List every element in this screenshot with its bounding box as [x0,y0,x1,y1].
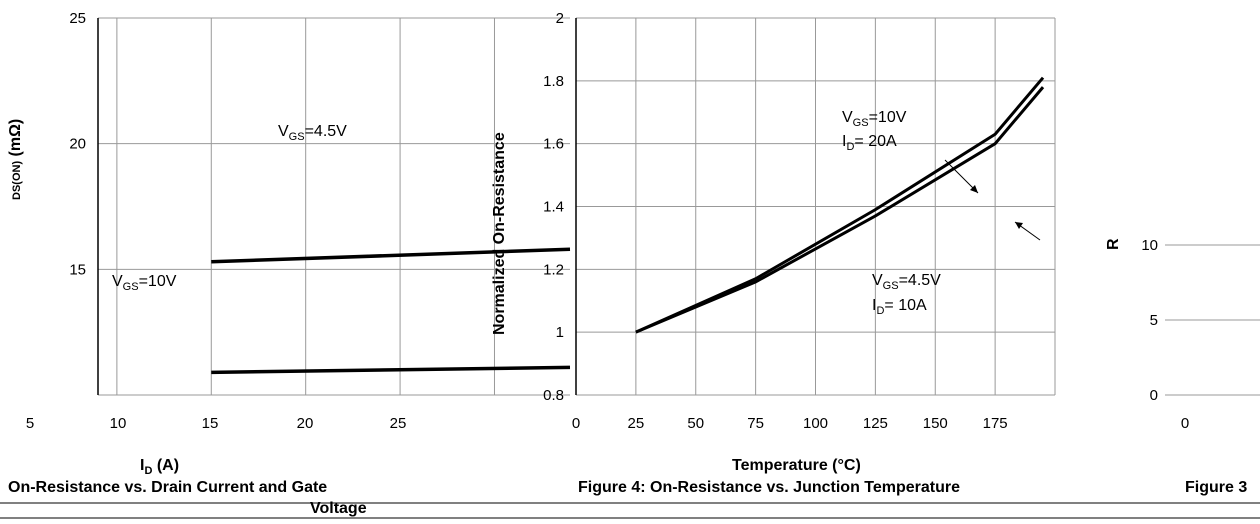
chart3-y-tick-label: 5 [1150,312,1158,329]
chart1-x-ticks: 5 10 15 20 25 [26,415,407,432]
chart1-series-line-0 [211,247,571,264]
chart2-series-line-0 [635,76,1045,334]
chart2-x-ticks: 0 25 50 75 100 125 150 175 [572,415,1008,432]
chart1-y-tick-label: 15 [69,261,86,278]
chart2-y-axis-label: Normalized On-Resistance [491,132,508,335]
chart3-caption: Figure 3 [1185,479,1247,496]
chart2-caption: Figure 4: On-Resistance vs. Junction Tem… [578,479,960,496]
chart3-y-tick-label: 10 [1141,237,1158,254]
chart1-caption-line2: Voltage [310,500,367,517]
chart2-x-tick-label: 175 [983,415,1008,432]
chart1-x-tick-label: 15 [202,415,219,432]
chart1-grid [97,17,570,396]
chart3-x-ticks: 0 [1181,415,1189,432]
chart1-x-axis-label: ID (A) [140,457,179,477]
chart2-x-tick-label: 50 [687,415,704,432]
chart2-x-tick-label: 25 [628,415,645,432]
chart1-y-ticks: 15 20 25 [69,10,86,278]
chart1-y-tick-label: 25 [69,10,86,27]
chart2-x-tick-label: 75 [747,415,764,432]
chart1-label-vgs-10v: VGS=10V [112,273,177,293]
chart1-series-line-1 [211,365,571,375]
chart2-series [635,76,1045,334]
chart3-y-ticks: 0 5 10 [1141,237,1260,404]
chart2-x-axis-label: Temperature (°C) [732,457,861,474]
chart2-x-tick-label: 125 [863,415,888,432]
chart2-y-ticks: 0.8 1 1.2 1.4 1.6 1.8 2 [543,10,564,404]
chart1-caption-line1: On-Resistance vs. Drain Current and Gate [8,479,327,496]
chart2-y-tick-label: 1 [556,324,564,341]
chart2-annotation-id-10a: ID= 10A [872,297,927,317]
chart-on-resistance-vs-temperature: 0.8 1 1.2 1.4 1.6 1.8 2 0 25 50 75 100 125 150 175 VG… [491,10,1056,496]
chart2-x-tick-label: 100 [803,415,828,432]
chart2-y-tick-label: 0.8 [543,387,564,404]
chart2-annotation-id-20a: ID= 20A [842,133,897,153]
chart2-y-tick-label: 1.8 [543,73,564,90]
chart1-x-tick-label: 20 [297,415,314,432]
chart2-x-tick-label: 150 [923,415,948,432]
chart2-arrowhead-2 [1015,222,1023,229]
chart2-y-tick-label: 1.6 [543,136,564,153]
chart2-series-line-1 [635,86,1045,334]
chart2-y-tick-label: 2 [556,10,564,27]
chart3-x-tick-label: 0 [1181,415,1189,432]
chart-on-resistance-vs-drain-current: 15 20 25 5 10 15 20 25 VGS=4.5V VGS=10V ID (A)… [7,10,571,517]
chart2-y-tick-label: 1.4 [543,199,564,216]
chart1-label-vgs-4v5: VGS=4.5V [278,123,347,143]
chart2-grid [575,17,1056,396]
chart2-annotation-vgs-10v: VGS=10V [842,109,907,129]
chart2-arrowhead-1 [970,185,978,193]
chart3-y-tick-label: 0 [1150,387,1158,404]
chart1-y-axis-label: DS(ON) (mΩ) [7,119,24,200]
chart1-series [211,247,571,375]
chart1-y-tick-label: 20 [69,136,86,153]
chart2-y-tick-label: 1.2 [543,261,564,278]
chart1-x-tick-label: 25 [390,415,407,432]
chart-fragment-right: 0 5 10 0 R Figure 3 [1105,237,1260,496]
chart3-y-axis-label-fragment: R [1105,238,1122,250]
chart2-annotation-vgs-4v5: VGS=4.5V [872,272,941,292]
chart1-x-tick-label: 10 [110,415,127,432]
chart1-x-tick-label: 5 [26,415,34,432]
chart2-x-tick-label: 0 [572,415,580,432]
